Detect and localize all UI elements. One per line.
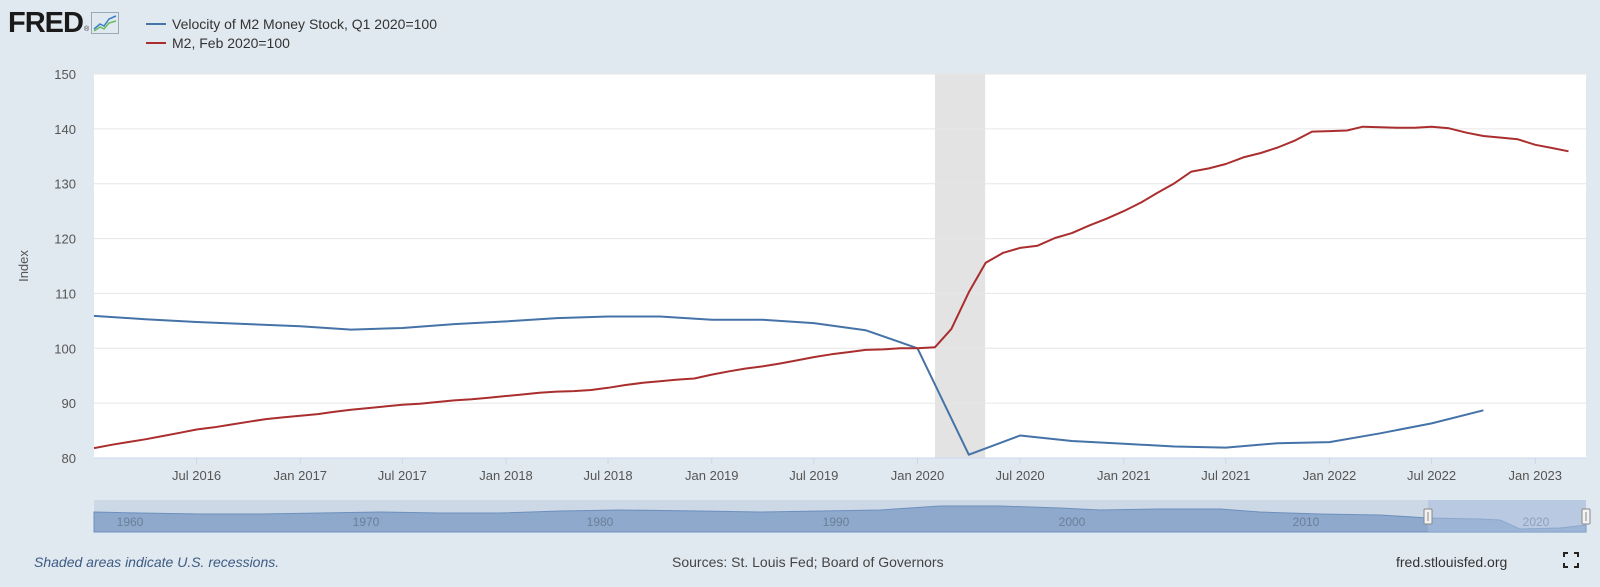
y-tick-label: 80 [62, 451, 76, 466]
x-tick-label: Jan 2019 [685, 468, 739, 483]
y-tick-label: 90 [62, 396, 76, 411]
registered-mark: ® [83, 25, 90, 33]
x-tick-label: Jul 2020 [996, 468, 1045, 483]
sources-text: Sources: St. Louis Fed; Board of Governo… [672, 554, 944, 570]
fullscreen-icon[interactable] [1563, 552, 1579, 568]
fred-url-link[interactable]: fred.stlouisfed.org [1396, 554, 1508, 570]
legend-label-m2: M2, Feb 2020=100 [172, 35, 290, 51]
y-tick-label: 150 [54, 67, 76, 82]
fred-logo[interactable]: FRED ® [8, 6, 120, 40]
y-axis-ticks: 80 90 100 110 120 130 140 150 [54, 67, 76, 466]
navigator-year-label: 1980 [587, 515, 614, 529]
x-tick-label: Jul 2017 [378, 468, 427, 483]
gridlines [94, 73, 1586, 459]
series-layer [93, 125, 1569, 456]
chart-trend-icon [91, 12, 120, 34]
navigator-year-label: 2000 [1059, 515, 1086, 529]
series-line-m2 [93, 125, 1569, 450]
x-tick-label: Jan 2017 [274, 468, 328, 483]
navigator-selection[interactable] [1428, 500, 1586, 532]
series-line-velocity [93, 314, 1484, 456]
legend-label-velocity: Velocity of M2 Money Stock, Q1 2020=100 [172, 16, 437, 32]
x-tick-label: Jan 2021 [1097, 468, 1151, 483]
legend-item-m2[interactable]: M2, Feb 2020=100 [146, 35, 290, 51]
navigator-year-label: 2010 [1293, 515, 1320, 529]
y-tick-label: 120 [54, 232, 76, 247]
y-tick-label: 100 [54, 341, 76, 356]
recession-note: Shaded areas indicate U.S. recessions. [34, 554, 280, 570]
x-tick-label: Jan 2023 [1509, 468, 1563, 483]
navigator-year-label: 1970 [353, 515, 380, 529]
x-tick-label: Jan 2022 [1303, 468, 1357, 483]
y-axis-label: Index [16, 250, 31, 282]
y-tick-label: 110 [55, 286, 76, 301]
plot-background [94, 74, 1586, 458]
x-tick-label: Jan 2018 [479, 468, 533, 483]
legend-item-velocity[interactable]: Velocity of M2 Money Stock, Q1 2020=100 [146, 16, 437, 32]
x-tick-label: Jul 2016 [172, 468, 221, 483]
navigator[interactable]: 1960197019801990200020102020 [93, 500, 1591, 533]
y-tick-label: 130 [54, 177, 76, 192]
recession-shading [934, 74, 986, 458]
y-tick-label: 140 [54, 122, 76, 137]
x-tick-label: Jul 2021 [1201, 468, 1250, 483]
fred-logo-text: FRED [8, 6, 84, 39]
legend-swatch-m2 [146, 42, 166, 44]
recession-band [934, 74, 986, 458]
navigator-year-label: 1960 [117, 515, 144, 529]
navigator-year-label: 1990 [823, 515, 850, 529]
x-tick-label: Jul 2019 [789, 468, 838, 483]
x-tick-label: Jan 2020 [891, 468, 945, 483]
x-tick-label: Jul 2018 [583, 468, 632, 483]
legend-swatch-velocity [146, 23, 166, 25]
x-tick-label: Jul 2022 [1407, 468, 1456, 483]
x-axis-ticks: Jul 2016 Jan 2017 Jul 2017 Jan 2018 Jul 2018… [172, 458, 1562, 483]
